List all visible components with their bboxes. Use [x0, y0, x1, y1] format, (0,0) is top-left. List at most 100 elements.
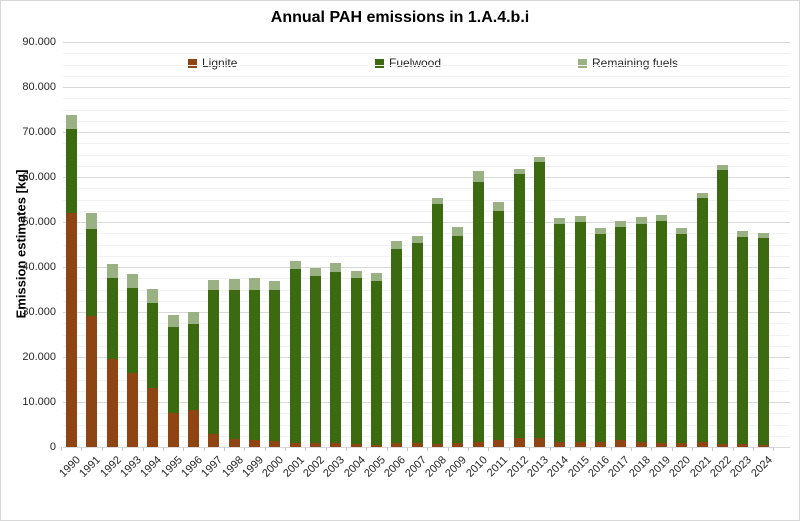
- legend-label: Fuelwood: [389, 56, 442, 70]
- x-tick-mark: [366, 447, 368, 451]
- x-tick-mark: [305, 447, 307, 451]
- gridline-major: [63, 267, 790, 268]
- bar-segment-lignite-1995: [167, 412, 179, 447]
- x-tick-mark: [386, 447, 388, 451]
- bar-segment-remaining-fuels-1993: [126, 273, 138, 288]
- x-tick-label-1995: 1995: [158, 454, 185, 480]
- x-tick-mark: [671, 447, 673, 451]
- y-tick-label: 80.000: [22, 81, 56, 93]
- x-tick-label-2012: 2012: [504, 454, 531, 480]
- bar-segment-lignite-2022: [717, 443, 728, 447]
- bar-segment-fuelwood-2009: [452, 235, 464, 444]
- gridline-minor: [63, 143, 790, 145]
- x-tick-mark: [325, 447, 327, 451]
- bar-segment-lignite-2015: [574, 441, 586, 447]
- y-tick-label: 40.000: [22, 261, 56, 273]
- x-tick-label-2006: 2006: [382, 454, 409, 480]
- bar-segment-fuelwood-2022: [717, 170, 728, 444]
- bar-segment-lignite-1991: [86, 316, 98, 447]
- bar-segment-remaining-fuels-2014: [554, 217, 566, 224]
- x-tick-mark: [264, 447, 266, 451]
- gridline-major: [63, 447, 790, 448]
- bar-segment-lignite-2003: [330, 443, 342, 447]
- bar-segment-fuelwood-2016: [594, 233, 606, 442]
- bar-segment-fuelwood-2005: [371, 280, 383, 445]
- x-tick-mark: [122, 447, 124, 451]
- bar-segment-remaining-fuels-1999: [248, 278, 260, 290]
- bar-segment-fuelwood-2015: [574, 222, 586, 442]
- x-tick-mark: [142, 447, 144, 451]
- x-tick-label-2001: 2001: [280, 454, 307, 480]
- bar-segment-lignite-2008: [432, 443, 444, 447]
- x-tick-label-2008: 2008: [423, 454, 450, 480]
- y-axis-title: Emission estimates [kg]: [13, 169, 29, 319]
- x-tick-mark: [427, 447, 429, 451]
- bar-segment-lignite-2009: [452, 443, 464, 447]
- bar-segment-lignite-1994: [147, 387, 159, 447]
- x-tick-mark: [346, 447, 348, 451]
- plot-area: 1990 1991 1992 1993 1994 1995 1996 1997 1998 1999…: [57, 42, 790, 480]
- x-tick-mark: [732, 447, 734, 451]
- bar-segment-remaining-fuels-2010: [472, 171, 484, 182]
- bar-segment-lignite-2012: [513, 438, 525, 447]
- bar-segment-remaining-fuels-2006: [391, 240, 403, 250]
- bar-segment-remaining-fuels-2023: [737, 231, 749, 237]
- x-tick-mark: [61, 447, 63, 451]
- bar-segment-lignite-2023: [737, 444, 749, 447]
- bar-segment-remaining-fuels-2016: [594, 228, 606, 234]
- bar-segment-remaining-fuels-2011: [493, 202, 505, 211]
- bar-segment-remaining-fuels-2018: [635, 217, 647, 224]
- x-tick-label-2019: 2019: [647, 454, 673, 480]
- bar-segment-remaining-fuels-1990: [65, 114, 77, 130]
- x-tick-label-2005: 2005: [362, 454, 389, 480]
- bar-segment-fuelwood-1992: [106, 277, 118, 360]
- gridline-minor: [63, 64, 790, 66]
- bar-segment-fuelwood-1998: [228, 289, 240, 439]
- gridline-minor: [63, 210, 790, 212]
- legend-swatch-icon: [375, 58, 384, 68]
- bar-segment-lignite-2002: [310, 442, 321, 447]
- x-tick-mark: [753, 447, 755, 451]
- gridline-major: [63, 222, 790, 223]
- bar-segment-remaining-fuels-1998: [228, 279, 240, 290]
- legend-swatch-icon: [188, 58, 197, 68]
- x-tick-mark: [508, 447, 510, 451]
- x-tick-mark: [447, 447, 449, 451]
- x-tick-label-1998: 1998: [219, 454, 246, 480]
- gridline-minor: [63, 413, 790, 415]
- x-tick-label-1991: 1991: [77, 454, 104, 480]
- gridline-minor: [63, 98, 790, 100]
- x-tick-label-2022: 2022: [708, 454, 734, 480]
- bar-segment-fuelwood-1996: [187, 324, 199, 411]
- x-tick-label-2004: 2004: [341, 454, 368, 480]
- x-tick-label-2023: 2023: [728, 454, 755, 480]
- bar-segment-fuelwood-2021: [696, 198, 708, 442]
- legend-label: Remaining fuels: [592, 56, 679, 70]
- gridline-major: [63, 87, 790, 88]
- bar-segment-fuelwood-2023: [737, 236, 749, 445]
- bar-segment-fuelwood-1995: [167, 326, 179, 413]
- gridline-minor: [63, 390, 790, 392]
- y-tick-label: 50.000: [22, 216, 56, 228]
- x-tick-label-1993: 1993: [118, 454, 144, 480]
- gridline-minor: [63, 368, 790, 370]
- gridline-minor: [63, 244, 790, 246]
- bar-segment-lignite-2021: [696, 441, 708, 447]
- bar-segment-lignite-2004: [350, 444, 362, 447]
- bar-segment-lignite-2010: [472, 442, 484, 447]
- x-tick-mark: [773, 447, 775, 451]
- bar-segment-fuelwood-2014: [554, 223, 566, 442]
- bar-segment-remaining-fuels-2024: [757, 232, 769, 239]
- bar-segment-remaining-fuels-2007: [411, 235, 423, 244]
- x-tick-label-2013: 2013: [525, 454, 551, 480]
- gridline-major: [63, 42, 790, 43]
- x-tick-mark: [203, 447, 205, 451]
- x-tick-label-1994: 1994: [138, 454, 165, 480]
- bar-segment-fuelwood-1991: [86, 229, 98, 317]
- x-tick-mark: [488, 447, 490, 451]
- gridline-major: [63, 402, 790, 403]
- x-tick-mark: [691, 447, 693, 451]
- bar-segment-lignite-2019: [655, 442, 667, 447]
- bar-segment-remaining-fuels-1995: [167, 315, 179, 327]
- x-tick-mark: [223, 447, 225, 451]
